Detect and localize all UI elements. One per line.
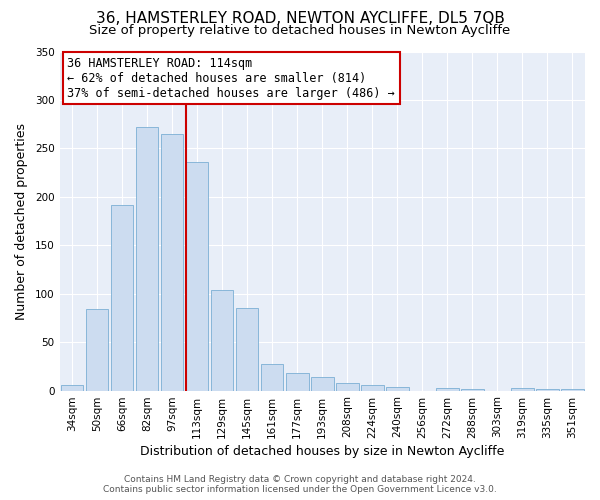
X-axis label: Distribution of detached houses by size in Newton Aycliffe: Distribution of detached houses by size … [140,444,505,458]
Bar [186,162,208,390]
Text: 36, HAMSTERLEY ROAD, NEWTON AYCLIFFE, DL5 7QB: 36, HAMSTERLEY ROAD, NEWTON AYCLIFFE, DL… [95,11,505,26]
Text: Contains HM Land Registry data © Crown copyright and database right 2024.
Contai: Contains HM Land Registry data © Crown c… [103,474,497,494]
Bar [311,377,334,390]
Bar [136,127,158,390]
Text: Size of property relative to detached houses in Newton Aycliffe: Size of property relative to detached ho… [89,24,511,37]
Bar [511,388,534,390]
Bar [361,385,383,390]
Text: 36 HAMSTERLEY ROAD: 114sqm
← 62% of detached houses are smaller (814)
37% of sem: 36 HAMSTERLEY ROAD: 114sqm ← 62% of deta… [67,56,395,100]
Bar [261,364,283,390]
Bar [561,388,584,390]
Bar [161,134,184,390]
Bar [61,385,83,390]
Bar [336,383,359,390]
Bar [211,290,233,390]
Y-axis label: Number of detached properties: Number of detached properties [15,122,28,320]
Bar [86,309,109,390]
Bar [111,204,133,390]
Bar [386,386,409,390]
Bar [236,308,259,390]
Bar [461,388,484,390]
Bar [536,388,559,390]
Bar [436,388,458,390]
Bar [286,373,308,390]
